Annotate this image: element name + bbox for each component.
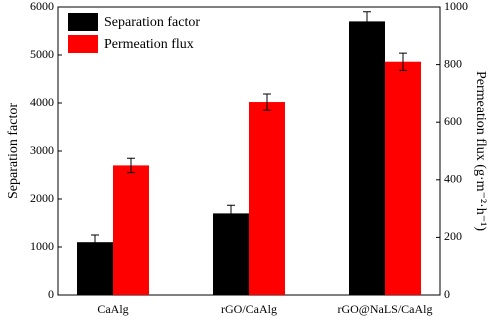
legend-label: Separation factor	[104, 15, 200, 30]
bar	[77, 242, 113, 295]
y2-tick-label: 1000	[444, 0, 468, 13]
error-bar	[91, 234, 99, 250]
error-bar	[127, 157, 135, 174]
y2-tick-label: 800	[444, 56, 462, 70]
y-tick-label: 4000	[30, 95, 54, 109]
y-tick-label: 2000	[30, 191, 54, 205]
bar	[113, 165, 149, 295]
y2-axis-label: Permeation flux (g·m⁻²·h⁻¹)	[473, 71, 488, 231]
legend-swatch	[68, 35, 98, 53]
y-tick-label: 3000	[30, 143, 54, 157]
error-bar	[399, 52, 407, 71]
error-bar	[263, 93, 271, 111]
y2-tick-label: 200	[444, 229, 462, 243]
y-tick-label: 5000	[30, 47, 54, 61]
bar	[349, 21, 385, 296]
bar	[385, 61, 421, 295]
error-bar	[227, 204, 235, 223]
x-tick-label: CaAlg	[97, 302, 128, 316]
y-axis-label: Separation factor	[6, 103, 21, 199]
y-tick-label: 1000	[30, 239, 54, 253]
y2-tick-label: 400	[444, 172, 462, 186]
legend-label: Permeation flux	[104, 37, 194, 52]
error-bar	[363, 11, 371, 32]
legend-swatch	[68, 13, 98, 31]
x-tick-label: rGO/CaAlg	[221, 302, 277, 316]
bar	[249, 102, 285, 295]
y-tick-label: 6000	[30, 0, 54, 13]
y-tick-label: 0	[48, 287, 54, 301]
y2-tick-label: 600	[444, 114, 462, 128]
bar	[213, 213, 249, 295]
y2-tick-label: 0	[444, 287, 450, 301]
x-tick-label: rGO@NaLS/CaAlg	[337, 302, 432, 316]
